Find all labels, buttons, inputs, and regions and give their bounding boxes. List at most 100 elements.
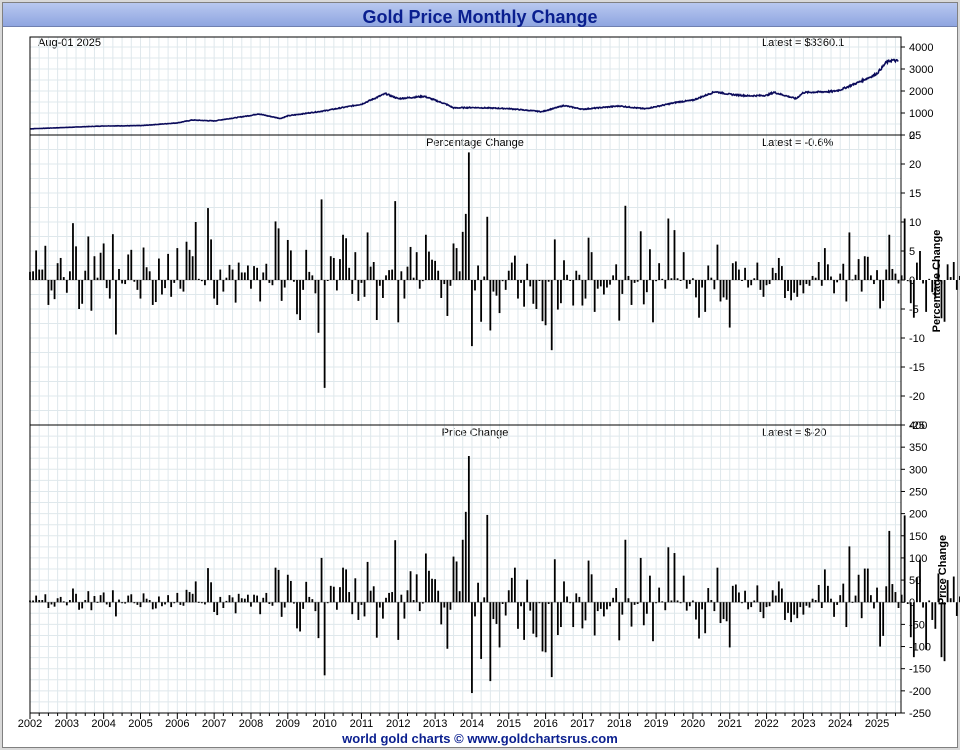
pct-change-bar [885,269,888,280]
pct-change-bar [949,277,952,280]
pct-change-bar [446,280,449,316]
pct-change-bar [578,274,581,280]
pct-change-bar [820,280,823,286]
pct-change-bar [814,277,817,280]
pct-change-bar [955,280,958,290]
pct-change-bar [830,276,832,280]
price-change-bar [698,602,700,639]
y-tick-label: -100 [909,642,931,654]
pct-change-bar [222,280,225,292]
price-change-bar [949,598,952,603]
pct-change-bar [388,270,390,280]
price-change-bar [403,602,406,619]
pct-change-bar [136,280,139,290]
pct-change-bar [513,255,516,280]
pct-change-bar [305,249,308,280]
pct-change-bar [780,266,783,280]
pct-change-bar [262,272,265,280]
price-change-bar [167,595,169,603]
price-change-bar [173,602,176,604]
price-change-bar [928,600,931,603]
pct-change-bar [72,223,74,280]
pct-change-bar [888,234,891,280]
price-change-bar [523,602,525,640]
pct-change-bar [87,236,90,280]
panel-border [29,36,902,136]
price-change-bar [65,602,68,606]
pct-change-bar [286,239,289,280]
pct-change-bar [173,280,176,283]
price-change-bar [259,602,262,615]
price-change-bar [771,590,774,603]
pct-change-bar [409,246,412,280]
pct-change-bar [69,271,71,280]
pct-change-bar [47,280,50,305]
pct-change-bar [560,280,562,304]
price-change-bar [691,600,694,603]
price-change-bar [434,579,436,603]
price-change-bar [869,595,872,603]
pct-change-bar [145,267,148,280]
pct-change-bar [615,264,618,280]
price-change-bar [133,602,136,604]
pct-change-bar [421,280,424,282]
price-change-bar [480,602,483,659]
price-change-bar [486,514,489,603]
price-change-bar [99,595,102,603]
price-change-bar [194,581,197,603]
pct-change-bar [268,280,271,283]
price-change-bar [863,568,866,603]
pct-change-bar [495,280,498,296]
pct-change-bar [351,280,354,294]
price-change-bar [161,602,163,607]
x-tick-label: 2013 [423,718,447,730]
pct-change-bar [596,280,599,289]
pct-change-bar [274,221,277,280]
price-change-bar [127,595,130,603]
price-change-bar [317,602,320,639]
price-change-bar [332,586,335,603]
price-change-bar [713,602,716,612]
price-change-bar [492,602,495,620]
price-change-bar [547,602,550,604]
pct-change-bar [105,280,108,289]
pct-change-bar [406,266,409,280]
price-change-bar [584,602,587,621]
price-change-bar [894,592,897,603]
pct-change-bar [765,280,768,286]
price-change-bar [339,587,341,603]
price-change-bar [624,539,627,603]
y-tick-label: 1000 [909,108,933,120]
price-change-bar [679,602,682,604]
price-change-bar [593,602,596,636]
price-change-bar [937,573,940,603]
pct-change-bar [572,280,575,306]
pct-change-bar [784,280,786,298]
pct-change-bar [461,231,464,280]
pct-change-bar [323,280,326,388]
price-change-bar [335,602,338,610]
pct-change-bar [299,280,301,321]
price-change-bar [204,602,206,605]
price-change-bar [44,594,47,603]
y-tick-label: -250 [909,708,931,720]
pct-change-bar [326,280,329,281]
pct-change-bar [756,262,759,280]
pct-change-bar [32,271,34,280]
price-change-bar [560,602,562,628]
pct-change-bar [866,256,869,280]
pct-change-bar [320,199,323,280]
price-change-bar [176,592,179,603]
price-change-bar [421,602,424,604]
price-change-bar [833,602,835,617]
pct-change-bar [412,277,415,280]
y-tick-label: -200 [909,686,931,698]
pct-change-bar [563,260,565,280]
pct-change-bar [946,264,949,280]
x-tick-label: 2024 [828,718,852,730]
price-change-bar [483,597,486,603]
pct-change-bar [378,280,381,286]
pct-change-bar [329,256,332,280]
price-change-bar [808,602,811,608]
pct-change-bar [366,232,369,280]
